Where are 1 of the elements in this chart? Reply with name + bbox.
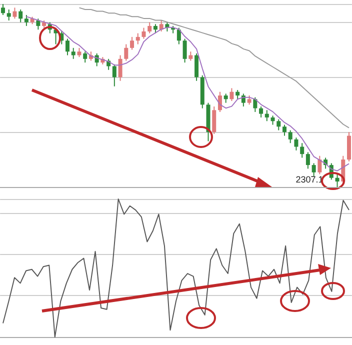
annotation: 2307.1 xyxy=(296,174,324,184)
